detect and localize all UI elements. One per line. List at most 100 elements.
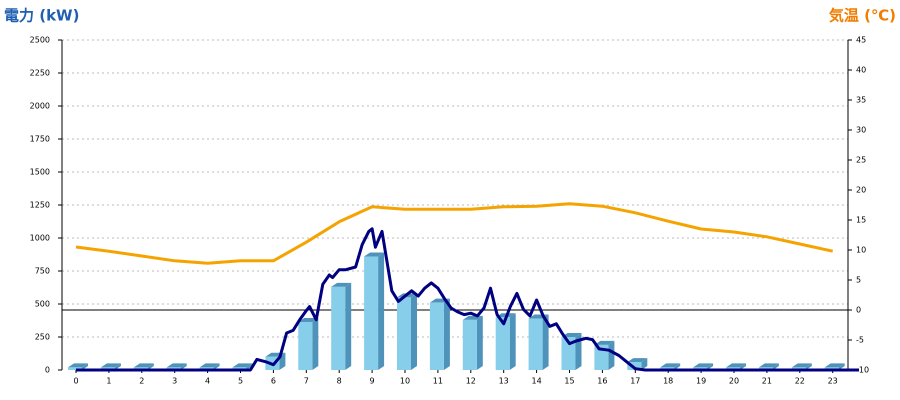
- bar-side: [641, 358, 648, 370]
- bar-side: [411, 293, 417, 370]
- bar-side: [838, 363, 845, 370]
- bar-side: [213, 363, 220, 370]
- bar-top: [364, 252, 385, 257]
- y2-tick-label: 5: [856, 276, 861, 285]
- x-tick-label: 12: [466, 377, 476, 386]
- x-tick-label: 8: [337, 377, 342, 386]
- bar-top: [100, 363, 121, 368]
- bar-side: [509, 313, 516, 370]
- x-tick-label: 2: [139, 377, 144, 386]
- x-tick-label: 22: [795, 377, 805, 386]
- bar-side: [608, 340, 615, 370]
- y2-tick-label: 15: [856, 216, 866, 225]
- y-tick-label: 2000: [30, 102, 50, 111]
- bar-top: [232, 363, 253, 368]
- x-tick-label: 17: [630, 377, 640, 386]
- bar-top: [693, 363, 714, 368]
- bar-side: [707, 363, 714, 370]
- y2-tick-label: 10: [856, 246, 866, 255]
- bar-top: [331, 282, 352, 287]
- y-tick-label: 750: [35, 267, 50, 276]
- y-tick-label: 2250: [30, 69, 50, 78]
- x-tick-label: 18: [663, 377, 673, 386]
- bar: [429, 302, 444, 370]
- x-tick-label: 13: [499, 377, 509, 386]
- bar-side: [82, 363, 88, 370]
- x-tick-label: 23: [828, 377, 838, 386]
- y-tick-label: 2500: [30, 36, 50, 45]
- y2-tick-label: 30: [856, 126, 866, 135]
- bar-top: [726, 363, 746, 368]
- bar-side: [443, 298, 450, 370]
- x-tick-label: 3: [172, 377, 177, 386]
- bar: [298, 321, 313, 370]
- bar: [364, 256, 379, 370]
- bar-top: [133, 363, 154, 368]
- y2-tick-label: 0: [856, 306, 861, 315]
- x-tick-label: 9: [370, 377, 375, 386]
- bar-top: [166, 363, 187, 368]
- bar-top: [791, 363, 812, 368]
- y2-tick-label: 25: [856, 156, 866, 165]
- bar: [331, 286, 346, 370]
- bar-top: [660, 363, 681, 368]
- x-tick-label: 14: [532, 377, 542, 386]
- y2-tick-label: -10: [856, 366, 869, 375]
- bar-top: [627, 358, 648, 363]
- x-tick-label: 20: [729, 377, 739, 386]
- y2-tick-label: 45: [856, 36, 866, 45]
- bar-side: [147, 363, 154, 370]
- bar: [528, 318, 543, 370]
- y2-tick-label: -5: [856, 336, 864, 345]
- x-tick-label: 16: [597, 377, 607, 386]
- x-tick-label: 15: [564, 377, 574, 386]
- bar-side: [542, 314, 549, 370]
- bar-side: [772, 363, 779, 370]
- y-tick-label: 1500: [30, 168, 50, 177]
- bar-side: [476, 315, 483, 370]
- x-tick-label: 19: [696, 377, 706, 386]
- y-axis-title: 電力 (kW): [4, 7, 79, 25]
- y-tick-label: 500: [35, 300, 50, 309]
- bar-top: [758, 363, 779, 368]
- bar: [68, 367, 82, 370]
- bar: [495, 317, 510, 370]
- x-tick-label: 5: [238, 377, 243, 386]
- y2-tick-label: 35: [856, 96, 866, 105]
- y2-tick-label: 20: [856, 186, 866, 195]
- x-tick-label: 4: [205, 377, 210, 386]
- bar-top: [594, 340, 615, 345]
- y-tick-label: 1750: [30, 135, 50, 144]
- bar-side: [740, 363, 746, 370]
- bar-top: [298, 317, 319, 322]
- y-tick-label: 1000: [30, 234, 50, 243]
- bar-top: [824, 363, 845, 368]
- bar-top: [561, 333, 582, 337]
- bar-top: [68, 363, 88, 368]
- bar: [397, 297, 411, 370]
- bar-top: [199, 363, 220, 368]
- bar-side: [345, 282, 352, 370]
- bar-side: [674, 363, 681, 370]
- bar-side: [805, 363, 812, 370]
- line: [76, 227, 859, 372]
- bar-side: [180, 363, 187, 370]
- bar: [561, 337, 576, 370]
- y2-axis-title: 気温 (℃): [829, 7, 896, 25]
- x-tick-label: 11: [433, 377, 443, 386]
- x-tick-label: 10: [400, 377, 410, 386]
- bar-side: [378, 252, 385, 370]
- bar: [462, 319, 477, 370]
- x-tick-label: 6: [271, 377, 276, 386]
- y2-tick-label: 40: [856, 66, 866, 75]
- bar-side: [312, 317, 319, 370]
- x-tick-label: 21: [762, 377, 772, 386]
- x-tick-label: 1: [106, 377, 111, 386]
- line: [75, 202, 834, 265]
- x-tick-label: 0: [73, 377, 78, 386]
- bar-side: [246, 363, 253, 370]
- bar-side: [114, 363, 121, 370]
- y-tick-label: 0: [45, 366, 50, 375]
- bar: [594, 344, 609, 370]
